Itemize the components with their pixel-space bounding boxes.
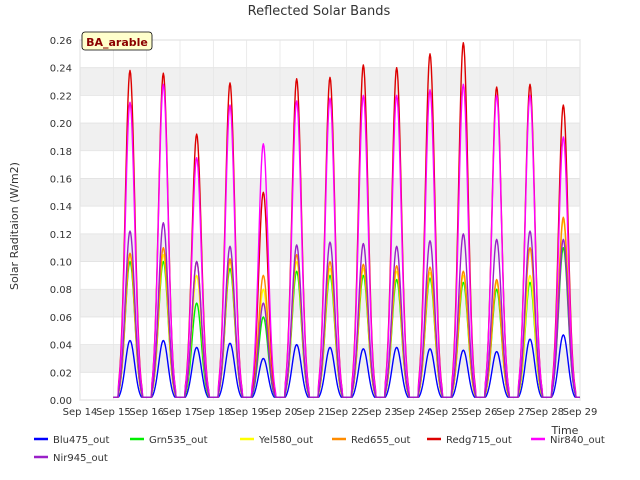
x-tick-label: Sep 25 (429, 407, 464, 418)
legend-label: Grn535_out (149, 435, 208, 446)
y-tick-label: 0.24 (50, 64, 72, 75)
x-tick-label: Sep 27 (496, 407, 531, 418)
x-tick-label: Sep 29 (563, 407, 598, 418)
x-tick-label: Sep 16 (129, 407, 164, 418)
x-tick-label: Sep 28 (529, 407, 564, 418)
y-tick-label: 0.12 (50, 230, 72, 241)
y-tick-label: 0.14 (50, 202, 72, 213)
x-tick-label: Sep 21 (296, 407, 331, 418)
legend-item: Red655_out (332, 435, 411, 446)
site-label: BA_arable (86, 36, 148, 49)
x-axis-label: Time (551, 424, 579, 437)
legend-label: Blu475_out (53, 435, 110, 446)
chart-title: Reflected Solar Bands (248, 4, 391, 19)
x-tick-label: Sep 19 (229, 407, 264, 418)
x-tick-label: Sep 17 (163, 407, 198, 418)
site-label-box: BA_arable (81, 31, 153, 51)
y-tick-label: 0.20 (50, 119, 72, 130)
x-tick-label: Sep 23 (363, 407, 398, 418)
y-axis-label: Solar Raditaion (W/m2) (8, 162, 21, 290)
x-tick-label: Sep 26 (463, 407, 498, 418)
x-tick-label: Sep 18 (196, 407, 231, 418)
x-tick-label: Sep 22 (329, 407, 364, 418)
legend-item: Nir840_out (531, 435, 605, 446)
legend-item: Grn535_out (130, 435, 208, 446)
legend: Blu475_out Grn535_out Yel580_out Red655_out… (34, 435, 605, 464)
y-tick-label: 0.26 (50, 36, 72, 47)
grid-band (80, 178, 580, 207)
legend-label: Nir945_out (53, 453, 108, 464)
y-tick-label: 0.02 (50, 368, 72, 379)
y-tick-label: 0.16 (50, 174, 72, 185)
legend-label: Yel580_out (258, 435, 313, 446)
plot-background-bands (80, 67, 580, 373)
legend-item: Redg715_out (427, 435, 512, 446)
y-tick-label: 0.08 (50, 285, 72, 296)
grid-band (80, 233, 580, 262)
legend-label: Red655_out (351, 435, 411, 446)
y-tick-label: 0.22 (50, 91, 72, 102)
series-lines (113, 42, 581, 398)
y-tick-label: 0.00 (50, 396, 72, 407)
legend-label: Redg715_out (446, 435, 512, 446)
grid-band (80, 123, 580, 151)
y-tick-label: 0.10 (50, 258, 72, 269)
y-tick-label: 0.18 (50, 147, 72, 158)
x-tick-label: Sep 15 (96, 407, 131, 418)
series-line-Nir945_out (113, 222, 581, 398)
x-tick-label: Sep 20 (263, 407, 298, 418)
y-tick-label: 0.06 (50, 313, 72, 324)
legend-item: Blu475_out (34, 435, 110, 446)
grid-band (80, 289, 580, 317)
legend-item: Nir945_out (34, 453, 108, 464)
x-tick-label: Sep 14 (63, 407, 98, 418)
legend-label: Nir840_out (550, 435, 605, 446)
y-tick-label: 0.04 (50, 341, 72, 352)
legend-item: Yel580_out (240, 435, 313, 446)
grid-band (80, 67, 580, 96)
grid-band (80, 344, 580, 373)
x-tick-label: Sep 24 (396, 407, 431, 418)
